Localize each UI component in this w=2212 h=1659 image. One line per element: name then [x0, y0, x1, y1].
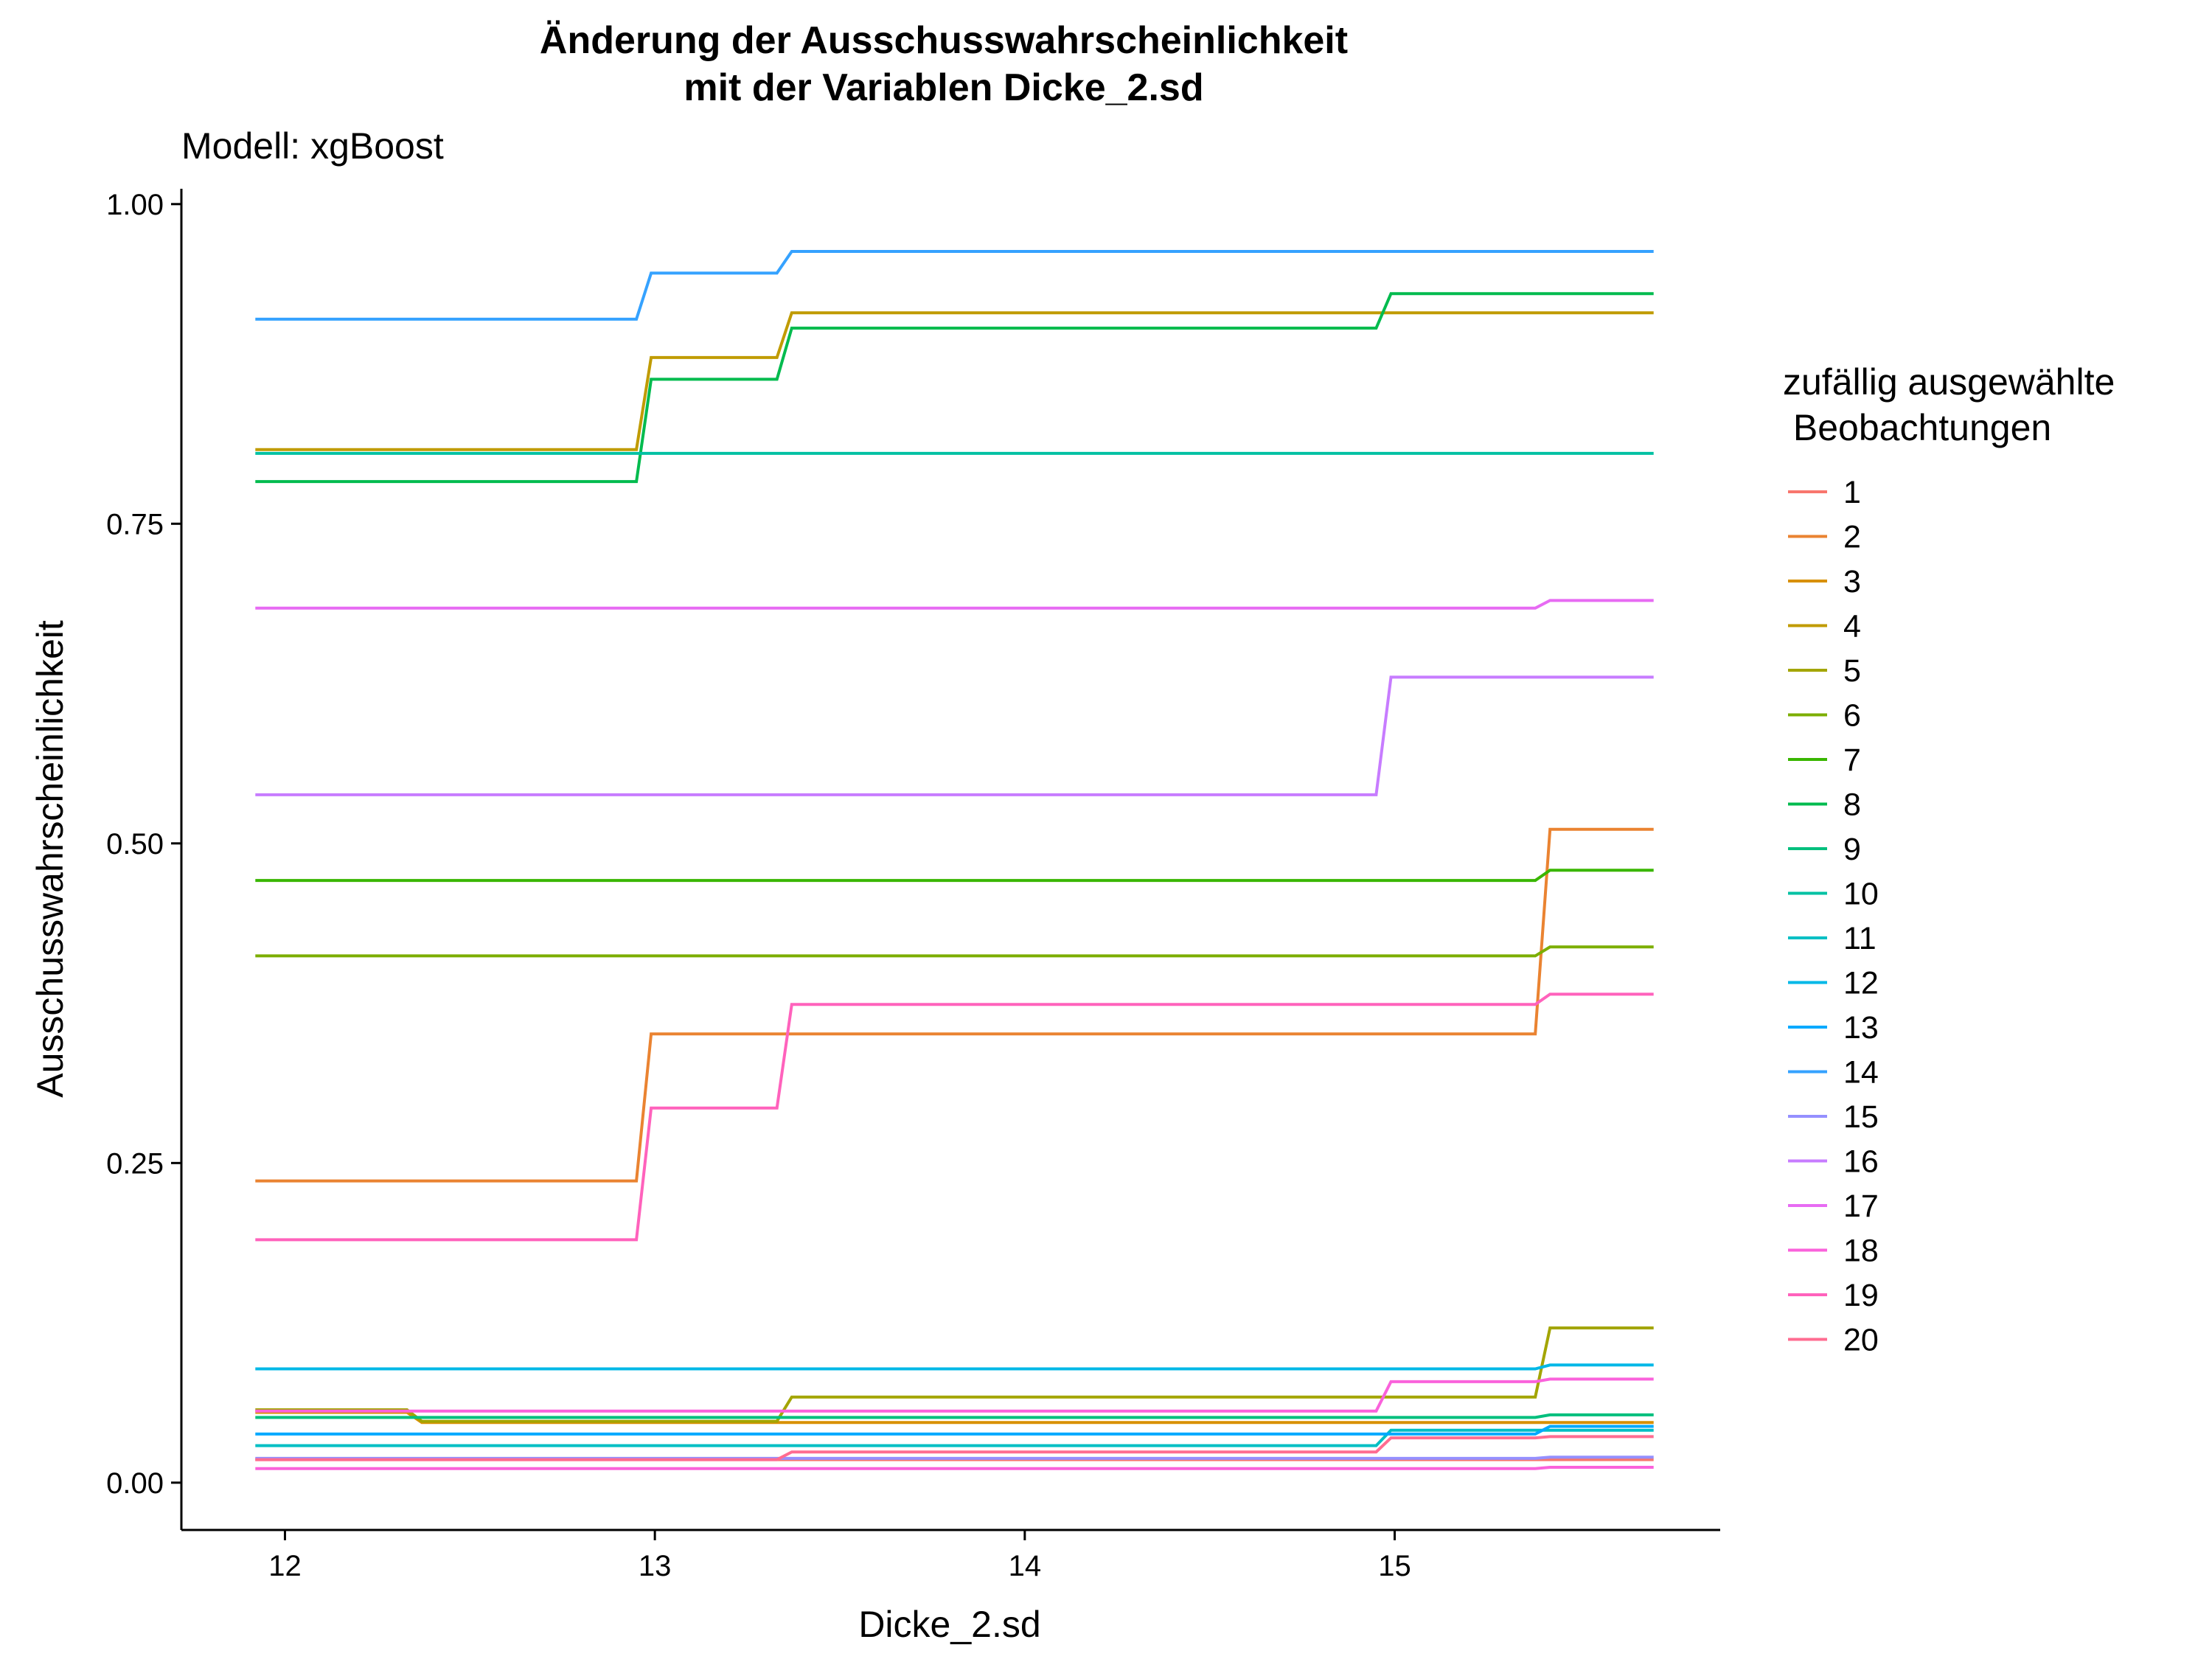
chart-title: Änderung der Ausschusswahrscheinlichkeit… — [540, 19, 1348, 109]
legend-label: 9 — [1843, 832, 1861, 867]
series-line-13 — [255, 1425, 1654, 1436]
legend-item: 20 — [1788, 1323, 1879, 1358]
series-line-17 — [255, 599, 1654, 610]
x-tick-label: 14 — [1009, 1550, 1042, 1582]
x-tick-label: 12 — [268, 1550, 302, 1582]
legend-item: 14 — [1788, 1055, 1879, 1091]
x-axis-label: Dicke_2.sd — [858, 1604, 1040, 1645]
series-line-9 — [255, 1413, 1654, 1419]
series-line-6 — [255, 945, 1654, 958]
legend-label: 18 — [1843, 1234, 1879, 1269]
legend-label: 19 — [1843, 1278, 1879, 1313]
legend-item: 12 — [1788, 966, 1879, 1001]
y-tick-label: 0.50 — [106, 828, 164, 860]
legend: zufällig ausgewählte Beobachtungen 12345… — [1783, 361, 2115, 1358]
legend-label: 12 — [1843, 966, 1879, 1001]
x-tick-label: 13 — [639, 1550, 672, 1582]
series-line-unlabeled-20 — [255, 1377, 1654, 1413]
legend-item: 7 — [1788, 742, 1861, 778]
legend-label: 4 — [1843, 609, 1861, 644]
legend-label: 1 — [1843, 475, 1861, 510]
series-line-20 — [255, 1435, 1654, 1461]
legend-label: 14 — [1843, 1055, 1879, 1091]
legend-item: 15 — [1788, 1099, 1879, 1135]
series-line-12 — [255, 1363, 1654, 1371]
series-line-18 — [255, 1466, 1654, 1470]
legend-item: 19 — [1788, 1278, 1879, 1313]
legend-item: 17 — [1788, 1189, 1879, 1224]
legend-item: 4 — [1788, 609, 1861, 644]
legend-item: 11 — [1788, 921, 1877, 956]
legend-item: 13 — [1788, 1010, 1879, 1046]
legend-item: 2 — [1788, 520, 1861, 555]
y-axis-ticks: 0.00 0.25 0.50 0.75 1.00 — [106, 189, 181, 1500]
series-line-14 — [255, 250, 1654, 321]
legend-item: 3 — [1788, 564, 1861, 599]
legend-title-line-2: Beobachtungen — [1783, 407, 2051, 448]
series-line-2 — [255, 827, 1654, 1183]
legend-label: 3 — [1843, 564, 1861, 599]
series-line-15 — [255, 1455, 1654, 1460]
legend-label: 11 — [1843, 921, 1877, 956]
legend-label: 15 — [1843, 1099, 1879, 1135]
series-line-5 — [255, 1326, 1654, 1423]
chart-title-line-2: mit der Variablen Dicke_2.sd — [684, 66, 1203, 109]
legend-title-line-1: zufällig ausgewählte — [1783, 361, 2115, 403]
legend-label: 17 — [1843, 1189, 1879, 1224]
y-tick-label: 0.25 — [106, 1147, 164, 1180]
legend-label: 5 — [1843, 653, 1861, 689]
y-tick-label: 1.00 — [106, 189, 164, 221]
y-axis-label: Ausschusswahrscheinlichkeit — [29, 620, 71, 1098]
legend-label: 6 — [1843, 698, 1861, 734]
legend-label: 8 — [1843, 787, 1861, 823]
legend-label: 16 — [1843, 1144, 1879, 1180]
series-line-7 — [255, 869, 1654, 883]
legend-label: 13 — [1843, 1010, 1879, 1046]
series-line-11 — [255, 1428, 1654, 1447]
chart-subtitle: Modell: xgBoost — [181, 125, 444, 167]
x-tick-label: 15 — [1378, 1550, 1411, 1582]
legend-item: 16 — [1788, 1144, 1879, 1180]
y-tick-label: 0.00 — [106, 1467, 164, 1500]
plot-lines — [255, 250, 1654, 1470]
legend-label: 2 — [1843, 520, 1861, 555]
legend-item: 8 — [1788, 787, 1861, 823]
legend-item: 6 — [1788, 698, 1861, 734]
legend-label: 20 — [1843, 1323, 1879, 1358]
y-tick-label: 0.75 — [106, 508, 164, 540]
legend-item: 5 — [1788, 653, 1861, 689]
x-axis-ticks: 12 13 14 15 — [268, 1530, 1411, 1582]
series-line-19 — [255, 992, 1654, 1242]
series-line-4 — [255, 311, 1654, 451]
series-line-16 — [255, 675, 1654, 796]
legend-item: 9 — [1788, 832, 1861, 867]
legend-item: 1 — [1788, 475, 1861, 510]
chart-title-line-1: Änderung der Ausschusswahrscheinlichkeit — [540, 19, 1348, 62]
legend-label: 10 — [1843, 877, 1879, 912]
legend-label: 7 — [1843, 742, 1861, 778]
legend-item: 10 — [1788, 877, 1879, 912]
legend-item: 18 — [1788, 1234, 1879, 1269]
series-line-8 — [255, 292, 1654, 484]
